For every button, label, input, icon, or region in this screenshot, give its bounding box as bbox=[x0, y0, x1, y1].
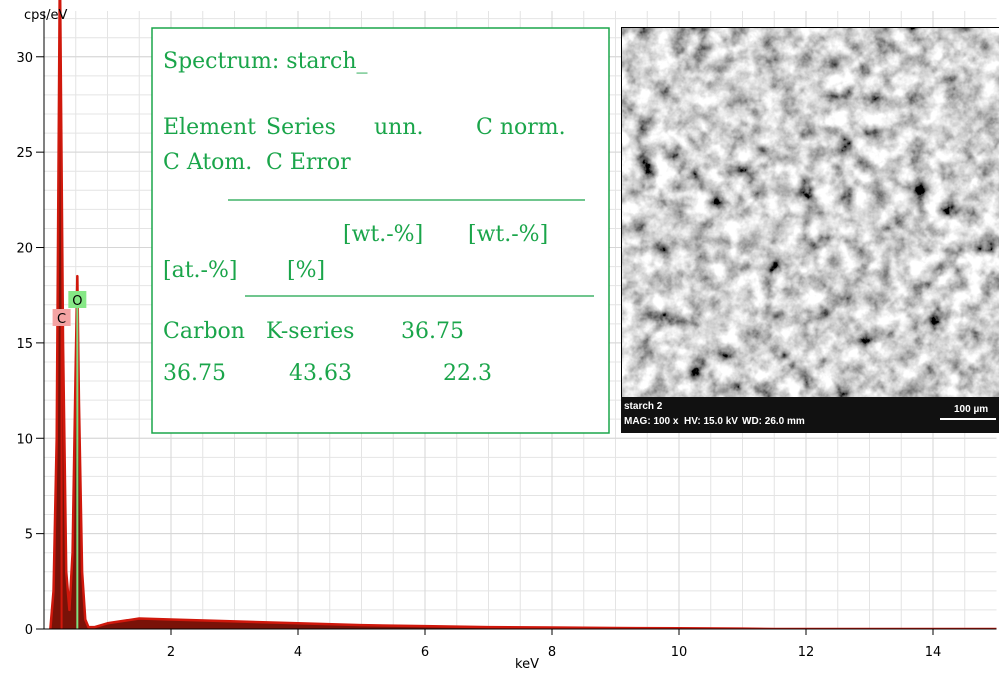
sem-mag: MAG: 100 x bbox=[624, 416, 679, 427]
sem-scale-label: 100 µm bbox=[954, 404, 988, 415]
sem-image: starch 2 MAG: 100 x HV: 15.0 kV WD: 26.0… bbox=[621, 27, 999, 433]
header: C Atom. bbox=[163, 150, 252, 175]
y-tick-label: 0 bbox=[25, 623, 33, 638]
header: C Error bbox=[266, 150, 351, 175]
y-tick-label: 20 bbox=[16, 242, 33, 257]
x-tick-label: 4 bbox=[294, 645, 302, 660]
element-label: C bbox=[57, 312, 66, 327]
plot-area bbox=[49, 0, 997, 629]
x-axis-label: keV bbox=[515, 657, 539, 672]
x-tick-label: 12 bbox=[798, 645, 815, 660]
x-tick-label: 14 bbox=[925, 645, 942, 660]
x-tick-label: 10 bbox=[671, 645, 688, 660]
y-tick-label: 5 bbox=[25, 528, 33, 543]
sem-name: starch 2 bbox=[624, 401, 663, 412]
unit: [at.-%] bbox=[163, 258, 237, 283]
unit: [%] bbox=[287, 258, 325, 283]
results-box-frame bbox=[151, 27, 610, 434]
y-axis-label: cps/eV bbox=[24, 8, 68, 23]
header: C norm. bbox=[476, 115, 566, 140]
cell: 22.3 bbox=[443, 361, 492, 386]
header: Element bbox=[163, 115, 256, 140]
y-tick-label: 25 bbox=[16, 146, 33, 161]
sem-micrograph bbox=[622, 28, 999, 397]
x-tick-label: 8 bbox=[548, 645, 556, 660]
box-title: Spectrum: starch_ bbox=[163, 49, 368, 74]
element-label-box bbox=[68, 291, 87, 308]
x-tick-label: 6 bbox=[421, 645, 429, 660]
spectrum-line bbox=[49, 0, 997, 629]
y-tick-label: 10 bbox=[16, 432, 33, 447]
unit: [wt.-%] bbox=[343, 222, 423, 247]
sem-hv: HV: 15.0 kV bbox=[684, 416, 738, 427]
cell: K-series bbox=[266, 319, 354, 344]
sem-wd: WD: 26.0 mm bbox=[742, 416, 805, 427]
sem-info-strip bbox=[621, 397, 999, 433]
header: unn. bbox=[374, 115, 424, 140]
header: Series bbox=[266, 115, 336, 140]
y-tick-label: 15 bbox=[16, 337, 33, 352]
axes: 2 4 6 8 10 12 14 0 5 10 15 20 25 30 bbox=[16, 11, 997, 660]
cell: 36.75 bbox=[163, 361, 226, 386]
cell: 43.63 bbox=[289, 361, 352, 386]
element-label: O bbox=[72, 294, 82, 309]
x-tick-label: 2 bbox=[167, 645, 175, 660]
cell: Carbon bbox=[163, 319, 245, 344]
cell: 36.75 bbox=[401, 319, 464, 344]
results-box: Spectrum: starch_ Element Series unn. C … bbox=[151, 27, 610, 434]
element-label-box bbox=[52, 309, 71, 326]
unit: [wt.-%] bbox=[468, 222, 548, 247]
y-tick-label: 30 bbox=[16, 51, 33, 66]
